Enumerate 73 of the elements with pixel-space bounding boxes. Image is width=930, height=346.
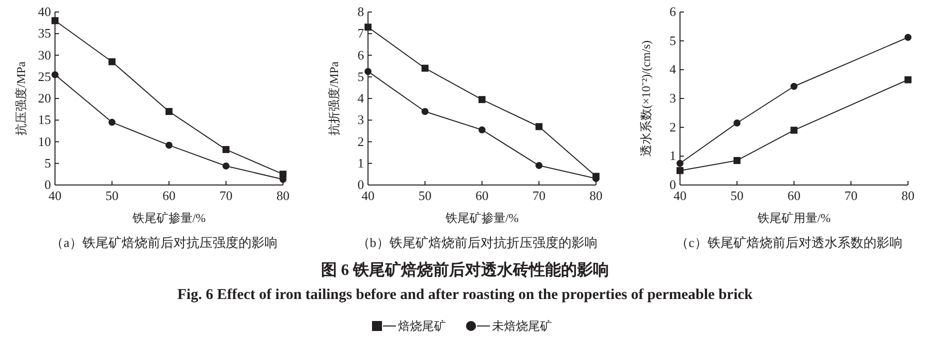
- x-tick-label: 70: [844, 188, 858, 203]
- point: [422, 108, 428, 115]
- text: （b）铁尾矿焙烧前后对抗折压强度的影响: [356, 235, 598, 250]
- x-axis-title: 铁尾矿掺量/%: [131, 211, 206, 225]
- x-tick-label: 70: [220, 188, 232, 203]
- y-axis-title: 抗折强度/MPa: [327, 60, 341, 136]
- legend-label: 焙烧尾矿: [398, 319, 446, 333]
- y-tick-label: 3: [670, 90, 676, 106]
- x-tick-label: 80: [902, 188, 914, 203]
- point: [222, 146, 230, 154]
- y-tick-label: 5: [670, 32, 676, 48]
- y-tick-label: 6: [670, 4, 676, 19]
- point: [52, 17, 58, 24]
- point: [790, 126, 798, 134]
- point: [166, 142, 172, 149]
- y-tick-label: 0: [44, 177, 51, 192]
- point: [478, 126, 486, 134]
- point: [422, 64, 428, 72]
- y-tick-label: 4: [358, 90, 364, 106]
- caption: Fig. 6 Effect of iron tailings before and after roasting on the properties of permeable brick: [177, 287, 754, 303]
- x-tick-label: 70: [532, 188, 546, 203]
- y-tick-label: 15: [38, 112, 51, 128]
- point: [904, 76, 912, 84]
- y-tick-label: 5: [44, 155, 51, 170]
- point: [222, 162, 230, 170]
- x-tick-label: 60: [788, 188, 800, 203]
- point: [166, 108, 172, 115]
- x-tick-label: 50: [418, 188, 432, 203]
- text: （c）铁尾矿焙烧前后对透水系数的影响: [676, 235, 902, 250]
- point: [364, 24, 372, 31]
- point: [478, 96, 486, 104]
- x-tick-label: 60: [476, 188, 488, 203]
- caption: 图 6 铁尾矿焙烧前后对透水砖性能的影响: [321, 261, 609, 279]
- point: [904, 34, 912, 41]
- y-tick-label: 8: [358, 4, 364, 19]
- point: [364, 68, 372, 75]
- x-tick-label: 50: [106, 188, 118, 203]
- x-tick-label: 80: [276, 188, 290, 203]
- x-tick-label: 50: [730, 188, 744, 203]
- y-tick-label: 7: [358, 26, 364, 41]
- x-axis-title: 铁尾矿掺量/%: [444, 211, 519, 225]
- point: [734, 120, 740, 127]
- y-tick-label: 2: [358, 134, 364, 149]
- y-tick-label: 3: [358, 112, 364, 128]
- x-tick-label: 60: [162, 188, 176, 203]
- point: [536, 162, 542, 170]
- point: [734, 156, 740, 164]
- y-tick-label: 5: [358, 68, 364, 84]
- y-tick-label: 2: [670, 119, 676, 134]
- y-tick-label: 6: [358, 47, 364, 62]
- y-tick-label: 25: [38, 68, 51, 84]
- y-axis-title: 透水系数(×10⁻²)/(cm/s): [639, 40, 653, 157]
- x-axis-title: 铁尾矿用量/%: [756, 211, 831, 225]
- y-tick-label: 30: [38, 47, 51, 62]
- point: [108, 118, 116, 126]
- y-tick-label: 35: [38, 26, 51, 41]
- point: [536, 123, 542, 130]
- x-tick-label: 80: [590, 188, 602, 203]
- y-tick-label: 0: [670, 177, 676, 192]
- legend-label: 未焙烧尾矿: [492, 319, 552, 333]
- point: [108, 58, 116, 66]
- y-axis-title: 抗压强度/MPa: [14, 60, 28, 136]
- y-tick-label: 40: [38, 4, 51, 19]
- point: [676, 160, 684, 167]
- point: [676, 167, 684, 174]
- y-tick-label: 20: [38, 90, 51, 106]
- y-tick-label: 0: [358, 177, 364, 192]
- y-tick-label: 10: [38, 134, 51, 149]
- point: [790, 82, 798, 90]
- y-tick-label: 1: [670, 148, 676, 164]
- text: （a）铁尾矿焙烧前后对抗压强度的影响: [50, 235, 278, 250]
- y-tick-label: 4: [670, 62, 676, 77]
- y-tick-label: 1: [358, 155, 364, 170]
